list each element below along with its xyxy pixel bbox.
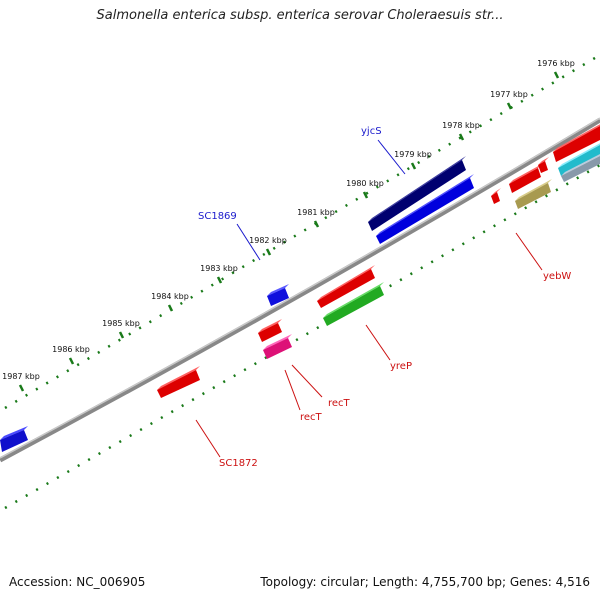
gene-box-red-far: [553, 126, 600, 162]
gene-label[interactable]: recT: [328, 398, 351, 409]
tick-mark: [118, 331, 125, 339]
tick-label: 1987 kbp: [2, 372, 40, 381]
gene-box-red-tiny-2: [538, 161, 548, 173]
outer-tick-track: [4, 53, 600, 410]
tick-mark: [216, 276, 223, 284]
tick-mark: [167, 304, 174, 312]
tick-label: 1980 kbp: [346, 179, 384, 188]
genome-backbone: [0, 117, 600, 463]
tick-mark: [68, 357, 75, 365]
tick-marks: 1976 kbp 1977 kbp 1978 kbp 1979 kbp 1980 kbp…: [2, 59, 575, 392]
gene-label[interactable]: SC1872: [219, 458, 258, 469]
tick-label: 1979 kbp: [394, 150, 432, 159]
tick-mark: [362, 191, 369, 199]
gene-box-blue-small: [267, 288, 289, 306]
tick-mark: [410, 162, 417, 170]
tick-label: 1977 kbp: [490, 90, 528, 99]
tick-label: 1982 kbp: [249, 236, 287, 245]
gene-label-leader: [515, 232, 543, 271]
gene-box-steel: [561, 156, 600, 182]
accession-text: Accession: NC_006905: [9, 575, 146, 589]
gene-label-leader: [236, 223, 261, 261]
gene-box-red-right: [509, 168, 541, 193]
gene-box-navy: [368, 160, 466, 231]
gene-box-cyan: [558, 145, 600, 176]
gene-label[interactable]: recT: [300, 412, 323, 423]
gene-labels: yjcS SC1869 yebW yreP recT recT SC1872: [195, 126, 571, 469]
gene-label[interactable]: yreP: [390, 361, 412, 372]
gene-box-red-tiny: [491, 192, 500, 204]
gene-box-red: [317, 269, 375, 308]
gene-box-blue-edge: [0, 430, 28, 452]
gene-box-blue-small-top: [267, 284, 289, 296]
tick-label: 1976 kbp: [537, 59, 575, 68]
tick-label: 1985 kbp: [102, 319, 140, 328]
tick-mark: [553, 71, 560, 79]
gene-box-steel-top: [561, 154, 600, 176]
gene-box-blue: [376, 178, 474, 244]
gene-label-leader: [284, 369, 301, 411]
gene-box-green-top: [323, 282, 384, 318]
gene-box-blue-edge-top: [0, 426, 28, 440]
genome-summary-text: Topology: circular; Length: 4,755,700 bp…: [260, 575, 590, 589]
tick-label: 1981 kbp: [297, 208, 335, 217]
gene-box-khaki: [515, 183, 551, 209]
gene-box-khaki-top: [515, 179, 552, 201]
gene-box-cyan-top: [558, 143, 600, 168]
gene-box-navy-top: [368, 156, 466, 222]
tick-mark: [18, 384, 25, 392]
gene-box-green: [323, 286, 384, 326]
gene-label[interactable]: SC1869: [198, 211, 237, 222]
tick-mark: [458, 133, 465, 141]
gene-box-pink: [263, 338, 292, 359]
gene-box-red-tiny-2-top: [538, 157, 549, 165]
genome-backbone-highlight: [0, 117, 600, 459]
tick-mark: [506, 102, 513, 110]
gene-box-red-far-top: [553, 124, 600, 152]
gene-box-red-right-top: [509, 164, 542, 184]
gene-box-blue-top: [376, 174, 474, 236]
gene-box-red-left-top: [157, 366, 200, 390]
map-title: Salmonella enterica subsp. enterica sero…: [96, 8, 504, 23]
gene-features: [0, 124, 600, 452]
gene-box-red-top: [317, 265, 375, 301]
gene-label-leader: [377, 139, 406, 175]
gene-box-red-small-top: [258, 319, 282, 333]
tick-mark: [265, 248, 272, 256]
tick-label: 1983 kbp: [200, 264, 238, 273]
gene-box-red-tiny-top: [491, 188, 501, 196]
gene-box-red-left: [157, 370, 200, 398]
gene-box-pink-top: [263, 334, 292, 350]
tick-mark: [313, 220, 320, 228]
gene-label-leader: [365, 324, 391, 361]
gene-label[interactable]: yjcS: [361, 126, 382, 137]
gene-label-leader: [291, 364, 323, 398]
gene-box-red-small: [258, 323, 282, 342]
tick-label: 1978 kbp: [442, 121, 480, 130]
gene-label[interactable]: yebW: [543, 271, 571, 282]
gene-label-leader: [195, 419, 221, 458]
tick-label: 1986 kbp: [52, 345, 90, 354]
tick-label: 1984 kbp: [151, 292, 189, 301]
